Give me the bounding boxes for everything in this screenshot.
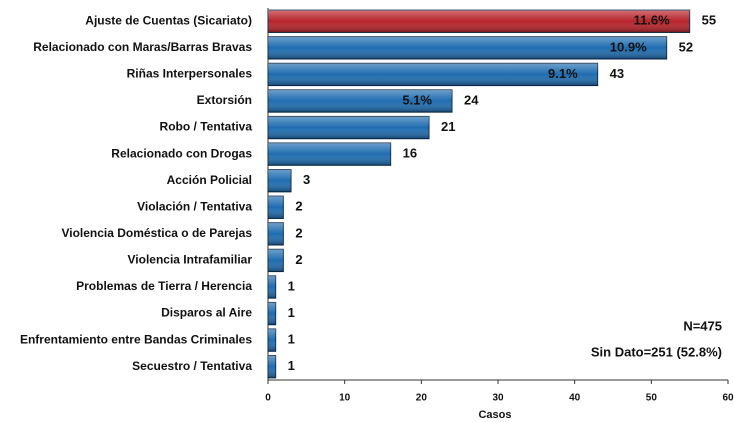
value-label: 43 [610, 66, 624, 81]
bar-shade [268, 302, 276, 325]
x-tick-label: 30 [492, 393, 504, 404]
x-tick-label: 40 [569, 393, 581, 404]
bar-shade [268, 89, 452, 113]
percent-label: 10.9% [610, 39, 647, 54]
annotation: Sin Dato=251 (52.8%) [591, 344, 722, 359]
annotation: N=475 [683, 318, 722, 333]
bar-shade [268, 116, 429, 139]
x-tick-label: 20 [416, 393, 428, 404]
y-tick-label: Acción Policial [167, 173, 252, 187]
bar-shade [268, 169, 291, 192]
y-tick-label: Enfrentamiento entre Bandas Criminales [20, 332, 252, 346]
y-tick-label: Disparos al Aire [161, 306, 252, 320]
value-label: 52 [679, 39, 693, 54]
bar-shade [268, 36, 667, 60]
value-label: 24 [464, 92, 479, 107]
percent-label: 9.1% [548, 66, 578, 81]
y-tick-label: Violencia Intrafamiliar [128, 253, 253, 267]
value-label: 21 [441, 119, 455, 134]
value-label: 3 [303, 172, 310, 187]
bar-shade [268, 142, 391, 166]
x-tick-label: 60 [722, 393, 734, 404]
x-tick-label: 0 [265, 393, 271, 404]
bar-shade [268, 196, 284, 219]
y-tick-label: Ajuste de Cuentas (Sicariato) [85, 13, 252, 27]
percent-label: 5.1% [402, 92, 432, 107]
percent-label: 11.6% [634, 13, 671, 28]
y-tick-label: Secuestro / Tentativa [132, 359, 252, 373]
y-tick-label: Riñas Interpersonales [127, 67, 253, 81]
y-tick-label: Relacionado con Drogas [111, 146, 252, 160]
y-tick-label: Robo / Tentativa [160, 120, 253, 134]
value-label: 2 [295, 252, 302, 267]
y-tick-label: Problemas de Tierra / Herencia [76, 279, 252, 293]
bar-shade [268, 355, 276, 378]
value-label: 55 [702, 13, 716, 28]
value-label: 1 [288, 305, 295, 320]
y-tick-label: Violación / Tentativa [137, 199, 252, 213]
value-label: 2 [295, 225, 302, 240]
y-tick-label: Extorsión [197, 93, 252, 107]
value-label: 1 [288, 332, 295, 347]
bar-shade [268, 249, 284, 272]
y-tick-label: Relacionado con Maras/Barras Bravas [33, 40, 252, 54]
bar-shade [268, 275, 276, 299]
value-label: 1 [288, 278, 295, 293]
bar-shade [268, 63, 598, 86]
value-label: 2 [295, 199, 302, 214]
y-tick-label: Violencia Doméstica o de Parejas [61, 226, 252, 240]
bar-shade [268, 10, 690, 33]
x-tick-label: 10 [339, 393, 351, 404]
value-label: 16 [403, 146, 417, 161]
bar-shade [268, 328, 276, 352]
value-label: 1 [288, 358, 295, 373]
bar-shade [268, 222, 284, 246]
x-tick-label: 50 [646, 393, 658, 404]
x-axis-label: Casos [478, 409, 511, 421]
